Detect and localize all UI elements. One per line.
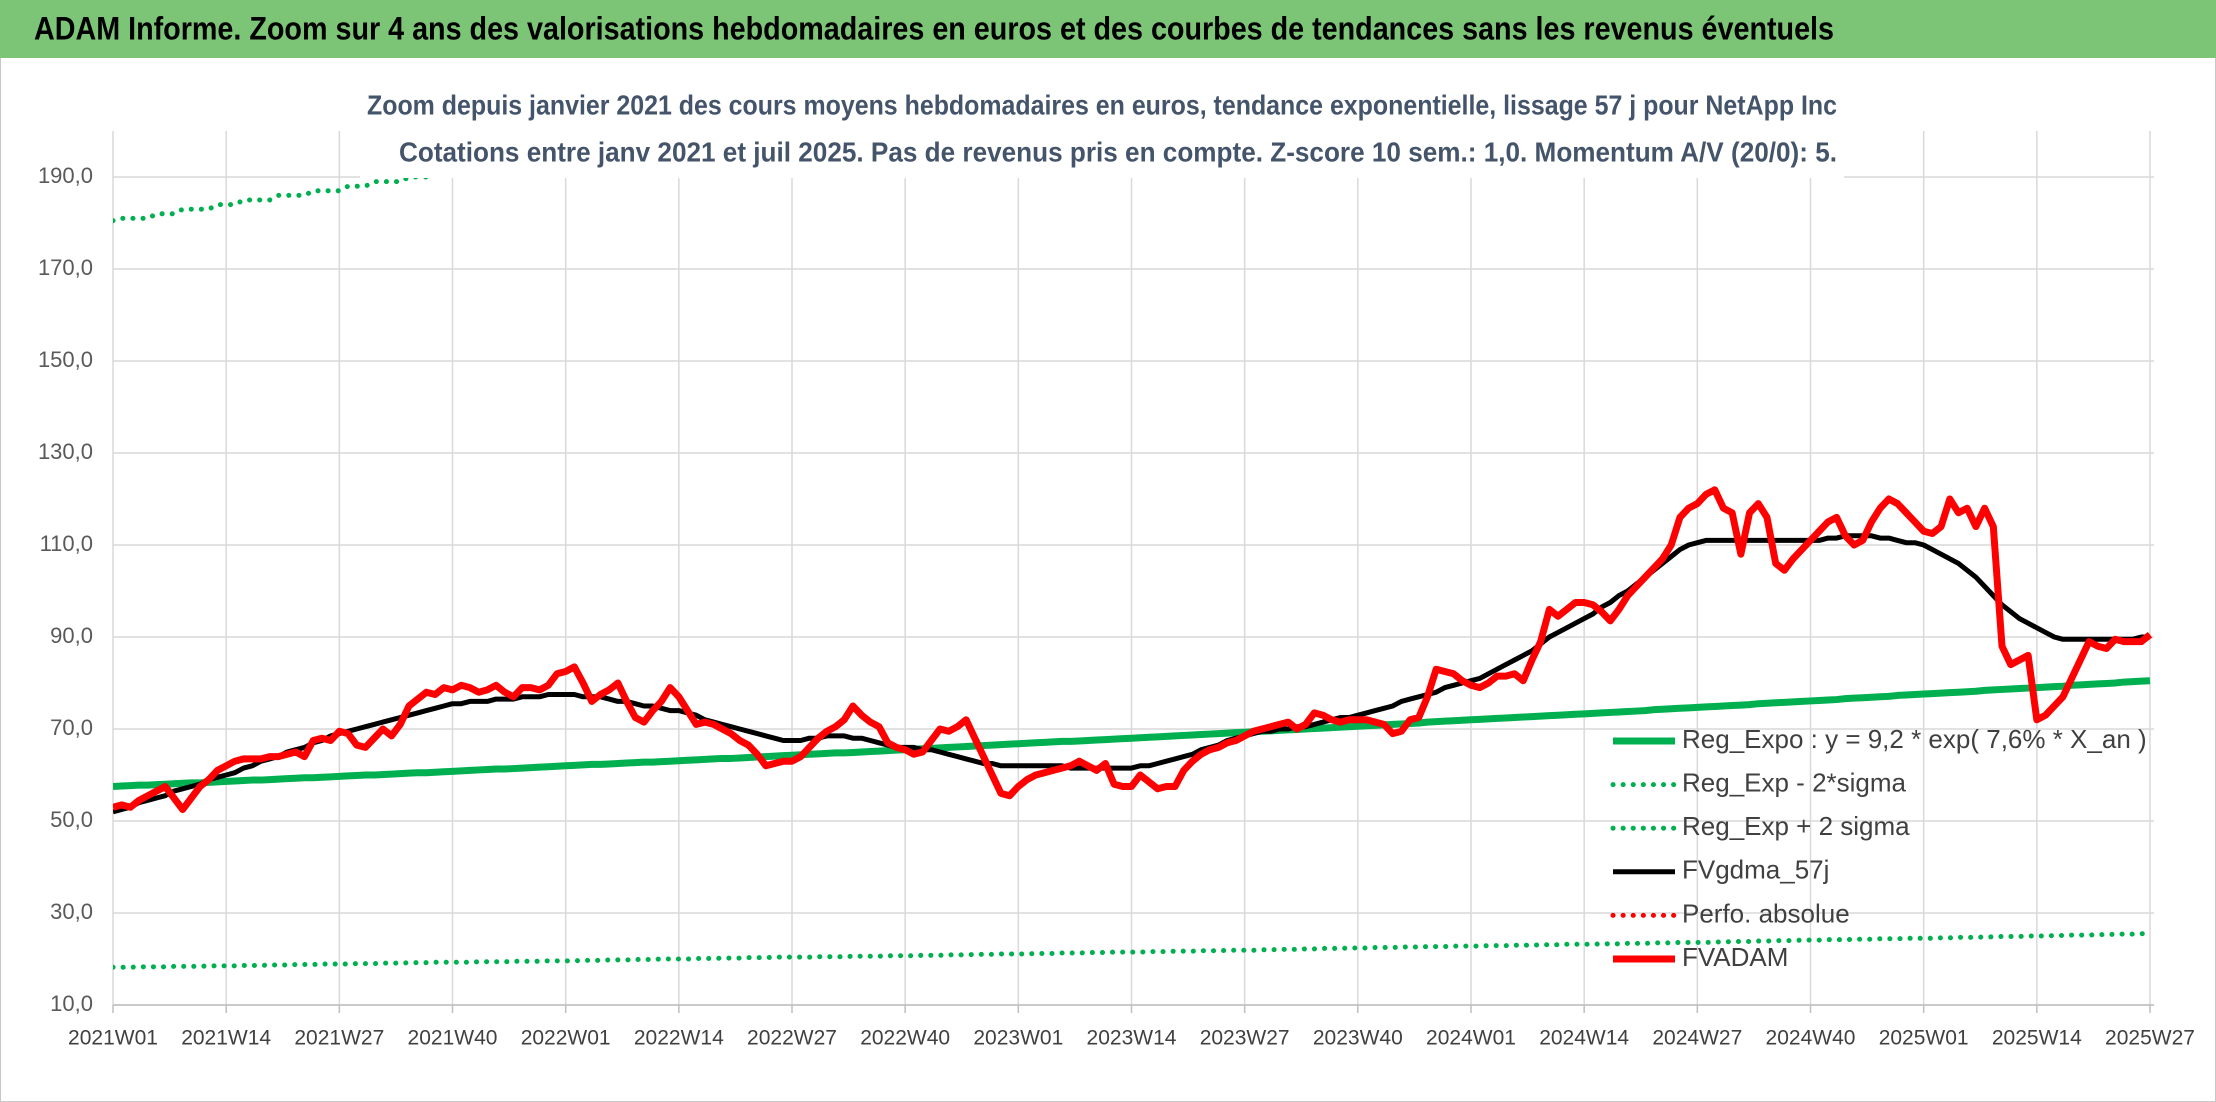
series-line xyxy=(113,677,2151,790)
chart-title: Zoom depuis janvier 2021 des cours moyen… xyxy=(367,89,1837,120)
y-tick-label: 70,0 xyxy=(50,715,93,740)
x-tick-label: 2021W01 xyxy=(68,1027,158,1050)
plot-lines xyxy=(113,131,2153,970)
y-tick-label: 170,0 xyxy=(38,255,93,280)
legend-label: FVgdma_57j xyxy=(1682,855,1829,885)
x-tick-label: 2023W01 xyxy=(973,1027,1063,1050)
axes: 10,0 30,0 50,0 70,0 90,0 110,0 130,0 150,0 170,0… xyxy=(38,163,2195,1050)
legend: Reg_Expo : y = 9,2 * exp( 7,6% * X_an ) R… xyxy=(1610,724,2147,972)
x-tick-label: 2025W27 xyxy=(2105,1027,2195,1050)
y-tick-label: 30,0 xyxy=(50,899,93,924)
title-box xyxy=(360,82,1844,178)
x-tick-label: 2021W40 xyxy=(408,1027,498,1050)
x-tick-label: 2023W27 xyxy=(1200,1027,1290,1050)
y-tick-label: 130,0 xyxy=(38,439,93,464)
x-tick-label: 2025W01 xyxy=(1879,1027,1969,1050)
series-line xyxy=(113,931,2153,970)
y-tick-label: 110,0 xyxy=(40,531,93,556)
x-tick-label: 2024W01 xyxy=(1426,1027,1516,1050)
x-tick-label: 2024W40 xyxy=(1766,1027,1856,1050)
banner xyxy=(0,0,2216,58)
x-tick-label: 2021W27 xyxy=(294,1027,384,1050)
x-tick-label: 2024W14 xyxy=(1539,1027,1629,1050)
legend-label: Reg_Expo : y = 9,2 * exp( 7,6% * X_an ) xyxy=(1682,724,2147,754)
x-tick-label: 2022W01 xyxy=(521,1027,611,1050)
x-tick-label: 2022W40 xyxy=(860,1027,950,1050)
grid xyxy=(112,131,2154,1006)
chart-subtitle: Cotations entre janv 2021 et juil 2025. … xyxy=(399,136,1837,167)
banner-title: ADAM Informe. Zoom sur 4 ans des valoris… xyxy=(34,10,1834,46)
y-tick-label: 50,0 xyxy=(50,807,93,832)
x-tick-label: 2021W14 xyxy=(181,1027,271,1050)
legend-label: Perfo. absolue xyxy=(1682,898,1850,928)
x-tick-label: 2024W27 xyxy=(1652,1027,1742,1050)
x-tick-label: 2023W40 xyxy=(1313,1027,1403,1050)
y-tick-label: 150,0 xyxy=(38,347,93,372)
y-tick-label: 10,0 xyxy=(50,991,93,1016)
x-tick-label: 2025W14 xyxy=(1992,1027,2082,1050)
x-tick-label: 2022W27 xyxy=(747,1027,837,1050)
x-tick-label: 2023W14 xyxy=(1087,1027,1177,1050)
series-line xyxy=(113,486,2153,813)
y-tick-label: 90,0 xyxy=(50,623,93,648)
legend-label: FVADAM xyxy=(1682,942,1788,972)
y-tick-label: 190,0 xyxy=(38,163,93,188)
legend-label: Reg_Exp + 2 sigma xyxy=(1682,811,1910,841)
x-tick-label: 2022W14 xyxy=(634,1027,724,1050)
legend-label: Reg_Exp - 2*sigma xyxy=(1682,767,1907,797)
